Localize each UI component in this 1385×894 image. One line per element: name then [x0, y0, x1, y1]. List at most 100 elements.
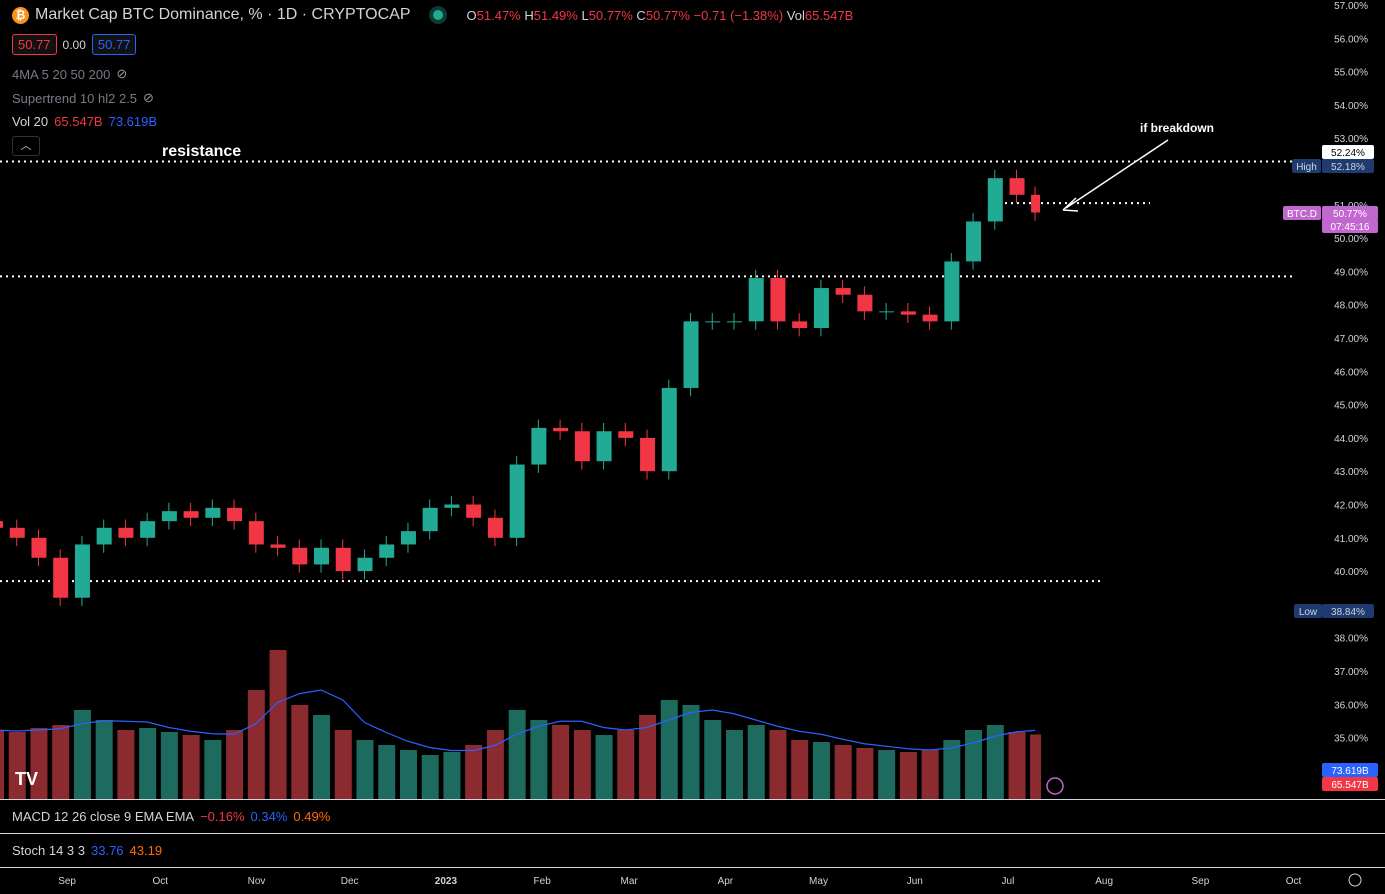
volume-bar — [1008, 732, 1026, 800]
x-tick-label: 2023 — [435, 876, 458, 887]
candle-body — [640, 437, 656, 472]
volume-bar — [269, 650, 287, 800]
y-tick-label: 44.00% — [1334, 434, 1368, 445]
eye-hidden-icon[interactable]: ⊘ — [116, 66, 128, 81]
volume-bar — [791, 740, 809, 800]
candle-body — [53, 557, 69, 598]
y-tick-label: 48.00% — [1334, 301, 1368, 312]
x-tick-label: Mar — [620, 876, 638, 887]
volume-indicator-label[interactable]: Vol 20 — [12, 114, 49, 129]
candle-body — [922, 314, 938, 322]
y-tick-label: 49.00% — [1334, 267, 1368, 278]
candle-body — [31, 537, 47, 558]
pane-divider — [0, 867, 1385, 868]
stoch-label[interactable]: Stoch 14 3 3 — [12, 843, 85, 858]
candle-body — [248, 521, 264, 545]
symbol-label-tag — [1283, 206, 1321, 220]
candle-body — [835, 288, 851, 295]
y-tick-label: 50.00% — [1334, 234, 1368, 245]
volume-bar — [313, 715, 331, 800]
candle-body — [292, 547, 308, 565]
tradingview-logo: TV — [15, 769, 38, 789]
candle-body — [205, 507, 221, 518]
volume-bar — [552, 725, 570, 800]
collapse-legend-button[interactable]: ︿ — [12, 136, 40, 156]
eye-hidden-icon[interactable]: ⊘ — [143, 90, 154, 105]
volume-bar — [95, 720, 113, 800]
volume-bar — [834, 745, 852, 800]
candle-body — [618, 431, 634, 438]
volume-bar — [530, 720, 548, 800]
candle-body — [487, 517, 503, 538]
settings-gear-icon — [1348, 873, 1362, 887]
volume-bar — [856, 748, 874, 800]
y-tick-label: 56.00% — [1334, 34, 1368, 45]
volume-bar — [117, 730, 135, 800]
candle-body — [879, 311, 895, 313]
volume-bar — [291, 705, 309, 800]
ma-indicator-label[interactable]: 4MA 5 20 50 200 — [12, 66, 111, 82]
candle-body — [596, 431, 612, 462]
crosshair-price-tag-text: 52.24% — [1331, 148, 1365, 159]
x-tick-label: Sep — [58, 876, 76, 887]
candle-body — [531, 427, 547, 465]
candle-body — [509, 464, 525, 538]
x-tick-label: Oct — [1286, 876, 1302, 887]
candle-body — [140, 521, 156, 538]
volume-bar — [878, 750, 896, 800]
volume-bar — [508, 710, 526, 800]
candle-body — [705, 321, 721, 323]
resistance-label: resistance — [162, 143, 241, 160]
candle-body — [183, 511, 199, 518]
candle-body — [161, 511, 177, 522]
volume-bar — [0, 730, 4, 800]
volume-bar — [812, 742, 830, 800]
candle-body — [466, 504, 482, 518]
y-tick-label: 41.00% — [1334, 534, 1368, 545]
symbol-title[interactable]: Market Cap BTC Dominance, % · 1D · CRYPT… — [35, 6, 411, 23]
candle-body — [444, 504, 460, 508]
last-price-tag — [1322, 206, 1378, 220]
macd-label[interactable]: MACD 12 26 close 9 EMA EMA — [12, 809, 195, 824]
volume-bar — [182, 735, 200, 800]
bitcoin-icon: ₿ — [12, 6, 29, 24]
volume-bar — [399, 750, 417, 800]
x-tick-label: Dec — [341, 876, 359, 887]
buy-price-button[interactable]: 50.77 — [91, 34, 137, 55]
y-tick-label: 43.00% — [1334, 467, 1368, 478]
pane-divider[interactable] — [0, 799, 1385, 800]
candle-body — [9, 527, 25, 538]
candle-body — [335, 547, 351, 572]
volume-bar — [465, 745, 483, 800]
candle-body — [944, 261, 960, 322]
countdown-tag-text: 07:45:16 — [1331, 222, 1370, 233]
volume-bar — [573, 730, 591, 800]
volume-bar — [769, 730, 787, 800]
candle-body — [900, 311, 916, 315]
high-price-tag — [1322, 159, 1374, 173]
supertrend-indicator-label[interactable]: Supertrend 10 hl2 2.5 — [12, 90, 138, 106]
y-tick-label: 53.00% — [1334, 134, 1368, 145]
candle-body — [357, 557, 373, 572]
volume-bar — [1030, 734, 1042, 800]
pane-divider[interactable] — [0, 833, 1385, 834]
volume-ma-tag — [1322, 763, 1378, 777]
low-label-tag-text: Low — [1299, 607, 1318, 618]
x-tick-label: Sep — [1192, 876, 1210, 887]
y-tick-label: 46.00% — [1334, 367, 1368, 378]
volume-bar — [899, 752, 917, 800]
volume-bar — [334, 730, 352, 800]
x-tick-label: Nov — [248, 876, 266, 887]
y-tick-label: 35.00% — [1334, 734, 1368, 745]
volume-bar — [986, 725, 1004, 800]
candle-body — [683, 321, 699, 388]
volume-bar — [704, 720, 722, 800]
candle-body — [227, 507, 243, 522]
sell-price-button[interactable]: 50.77 — [12, 34, 57, 55]
spread: 0.00 — [62, 37, 86, 52]
volume-bar — [139, 728, 157, 800]
x-tick-label: Apr — [718, 876, 734, 887]
candle-body — [270, 544, 286, 548]
x-tick-label: Aug — [1095, 876, 1113, 887]
